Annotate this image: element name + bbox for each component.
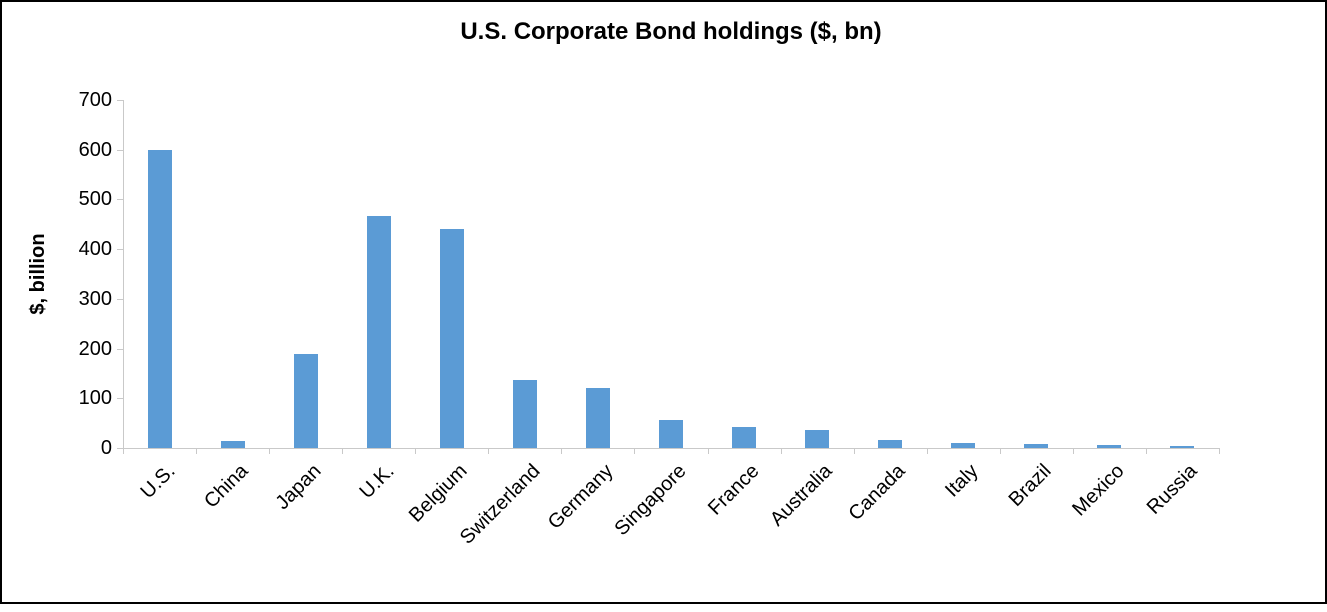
bar-brazil — [1024, 443, 1049, 448]
x-axis-tick-14 — [1145, 449, 1147, 454]
y-axis-tick-600 — [117, 149, 123, 151]
y-axis-tick-label-500: 500 — [78, 188, 112, 211]
y-axis-tick-label-0: 0 — [100, 437, 112, 459]
x-axis-tick-10 — [853, 449, 855, 454]
bar-italy — [951, 442, 976, 448]
y-axis-tick-700 — [117, 100, 123, 101]
y-axis-tick-label-600: 600 — [78, 138, 112, 161]
bar-belgium — [439, 229, 464, 448]
bar-australia — [805, 429, 830, 448]
x-axis-tick-13 — [1072, 449, 1074, 454]
chart-title: U.S. Corporate Bond holdings ($, bn) — [460, 18, 882, 45]
x-axis-tick-7 — [634, 449, 636, 454]
bar-mexico — [1097, 444, 1122, 448]
y-axis-tick-label-200: 200 — [78, 337, 112, 360]
y-axis-tick-label-300: 300 — [78, 287, 112, 310]
y-axis-tick-400 — [117, 249, 123, 251]
x-axis-tick-8 — [707, 449, 709, 454]
bar-china — [220, 440, 245, 448]
x-axis-tick-0 — [123, 449, 124, 454]
y-axis-tick-100 — [117, 398, 123, 400]
x-axis-tick-4 — [415, 449, 417, 454]
bar-canada — [878, 439, 903, 448]
x-axis-tick-5 — [488, 449, 490, 454]
y-axis-tick-0 — [117, 448, 123, 449]
y-axis-tick-label-100: 100 — [78, 387, 112, 410]
y-axis-tick-200 — [117, 348, 123, 350]
y-axis-line — [123, 100, 124, 448]
x-axis-tick-6 — [561, 449, 563, 454]
x-axis-tick-9 — [780, 449, 782, 454]
x-axis-line — [123, 448, 1220, 449]
x-axis-tick-1 — [196, 449, 198, 454]
bar-france — [732, 426, 757, 448]
x-axis-tick-15 — [1219, 449, 1220, 454]
bar-russia — [1170, 445, 1195, 448]
y-axis-tick-label-700: 700 — [78, 89, 112, 111]
y-axis-tick-500 — [117, 199, 123, 201]
y-axis-tick-300 — [117, 298, 123, 300]
x-axis-tick-2 — [269, 449, 271, 454]
x-axis-tick-3 — [342, 449, 344, 454]
x-axis-tick-11 — [926, 449, 928, 454]
y-axis-title: $, billion — [27, 233, 49, 315]
bar-switzerland — [512, 379, 537, 448]
x-axis-tick-12 — [999, 449, 1001, 454]
bar-u-k — [366, 215, 391, 448]
bar-japan — [293, 353, 318, 448]
bar-singapore — [659, 419, 683, 448]
y-axis-tick-label-400: 400 — [78, 238, 112, 261]
bar-germany — [585, 388, 610, 448]
bar-u-s — [147, 149, 172, 448]
